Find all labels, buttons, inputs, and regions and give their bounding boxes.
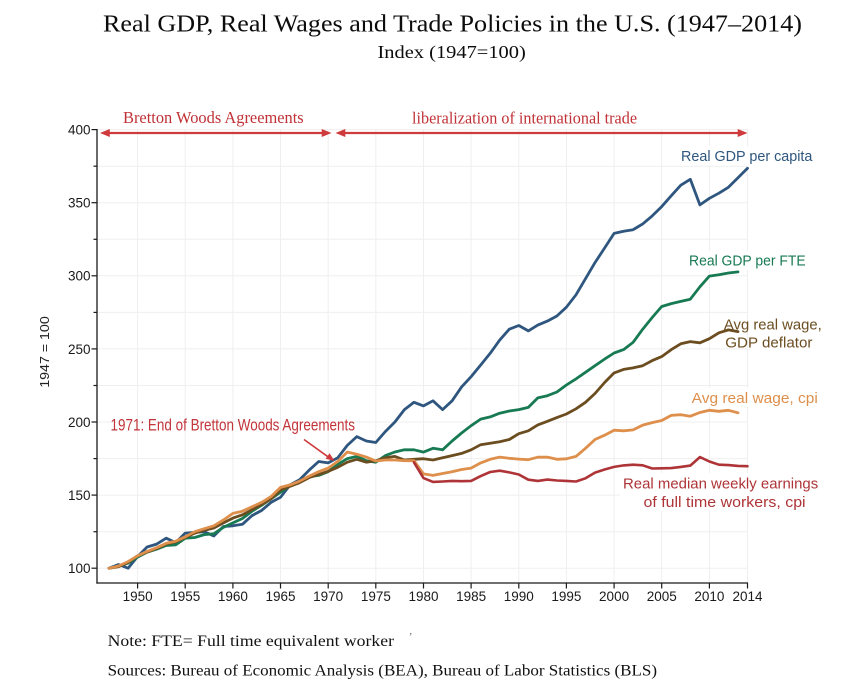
svg-text:1990: 1990: [504, 589, 534, 604]
svg-text:Sources: Bureau of Economic An: Sources: Bureau of Economic Analysis (BE…: [108, 663, 657, 680]
svg-text:1971: End of Bretton Woods Agr: 1971: End of Bretton Woods Agreements: [111, 416, 356, 435]
svg-text:2005: 2005: [647, 589, 677, 604]
svg-text:250: 250: [68, 342, 91, 357]
svg-text:Avg real wage,: Avg real wage,: [724, 316, 822, 333]
svg-text:Real GDP per FTE: Real GDP per FTE: [689, 252, 806, 269]
svg-text:Index (1947=100): Index (1947=100): [378, 42, 526, 62]
svg-text:1965: 1965: [266, 589, 296, 604]
svg-text:Real median weekly earnings: Real median weekly earnings: [623, 475, 818, 492]
svg-text:2000: 2000: [599, 589, 629, 604]
svg-text:100: 100: [68, 561, 91, 576]
svg-text:1995: 1995: [551, 589, 581, 604]
svg-text:1950: 1950: [123, 589, 153, 604]
svg-text:Real GDP, Real Wages and Trade: Real GDP, Real Wages and Trade Policies …: [103, 11, 802, 38]
svg-text:350: 350: [68, 196, 91, 211]
svg-text:400: 400: [68, 123, 91, 138]
svg-text:1980: 1980: [408, 589, 438, 604]
svg-text:1975: 1975: [361, 589, 391, 604]
svg-text:300: 300: [68, 269, 91, 284]
svg-text:2010: 2010: [694, 589, 724, 604]
svg-text:1947 = 100: 1947 = 100: [37, 316, 52, 388]
svg-text:Note: FTE= Full time equivalen: Note: FTE= Full time equivalent worker: [108, 633, 395, 650]
svg-text:’: ’: [409, 632, 412, 643]
svg-text:1985: 1985: [456, 589, 486, 604]
svg-text:of full time workers, cpi: of full time workers, cpi: [644, 494, 806, 511]
svg-text:1960: 1960: [218, 589, 248, 604]
svg-text:Avg real wage, cpi: Avg real wage, cpi: [692, 390, 818, 407]
svg-text:150: 150: [68, 488, 91, 503]
svg-text:Real GDP per capita: Real GDP per capita: [681, 148, 813, 165]
svg-text:GDP deflator: GDP deflator: [725, 335, 812, 352]
svg-text:2014: 2014: [732, 589, 763, 604]
svg-text:200: 200: [68, 415, 91, 430]
svg-text:1970: 1970: [313, 589, 343, 604]
svg-text:1955: 1955: [170, 589, 200, 604]
svg-text:Bretton Woods Agreements: Bretton Woods Agreements: [123, 108, 304, 127]
svg-text:liberalization of internationa: liberalization of international trade: [412, 108, 637, 127]
